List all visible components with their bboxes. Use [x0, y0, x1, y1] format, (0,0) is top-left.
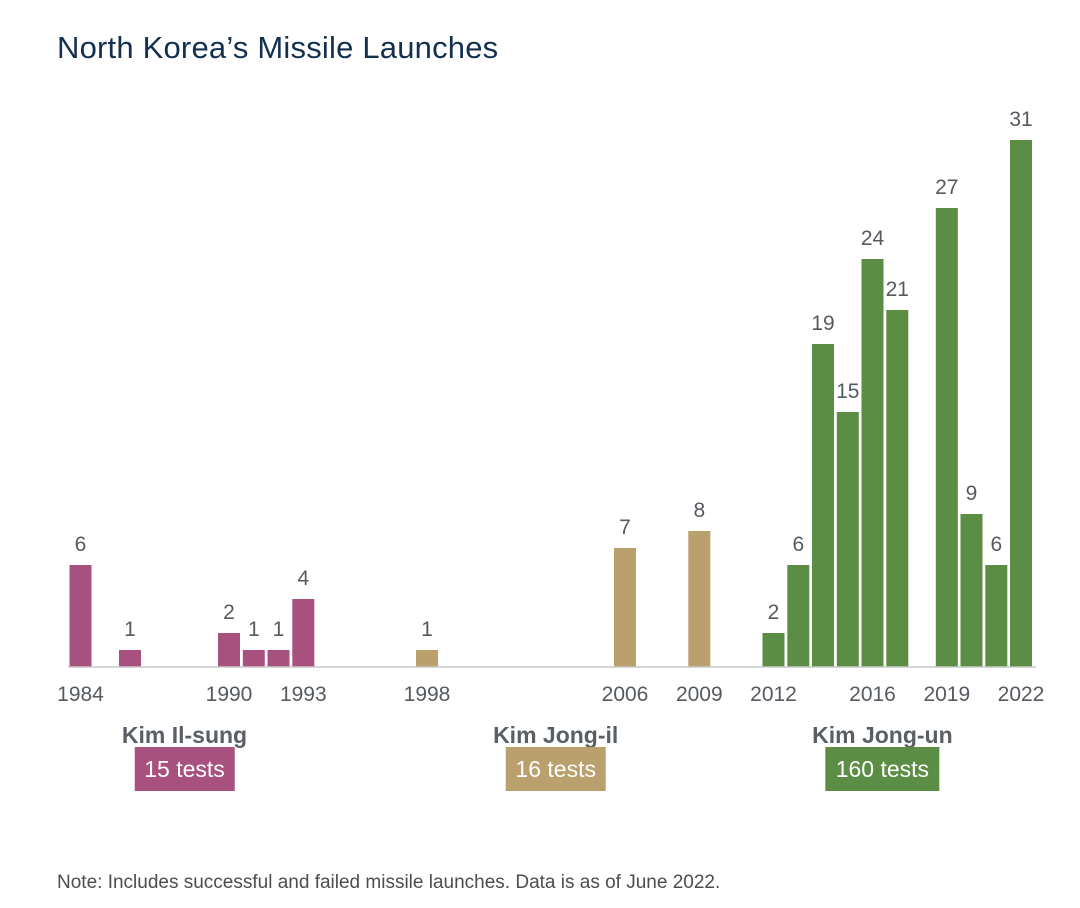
tests-badge-kim-jong-il: 16 tests [505, 747, 606, 791]
tick-label-1993: 1993 [280, 683, 327, 706]
bar-1993 [292, 599, 315, 667]
value-label-2014: 19 [811, 312, 834, 335]
tick-label-2009: 2009 [676, 683, 723, 706]
value-label-1986: 1 [124, 618, 136, 641]
tick-label-1990: 1990 [206, 683, 253, 706]
value-label-2020: 9 [966, 482, 978, 505]
bar-1992 [267, 650, 290, 667]
tests-badge-kim-jong-un: 160 tests [825, 747, 940, 791]
chart-title: North Korea’s Missile Launches [57, 30, 499, 65]
value-label-2017: 21 [886, 278, 909, 301]
value-label-1993: 4 [297, 567, 309, 590]
value-label-1991: 1 [248, 618, 260, 641]
tick-label-1998: 1998 [404, 683, 451, 706]
bar-2014 [812, 344, 834, 667]
leader-name-kim-il-sung: Kim Il-sung [121, 722, 248, 748]
value-label-2013: 6 [792, 533, 804, 556]
value-label-2012: 2 [768, 601, 780, 624]
bars-layer [69, 140, 1032, 667]
value-label-1998: 1 [421, 618, 433, 641]
value-label-2021: 6 [990, 533, 1002, 556]
tests-badge-kim-il-sung: 15 tests [134, 747, 235, 791]
value-label-1990: 2 [223, 601, 235, 624]
bar-2021 [985, 565, 1008, 667]
leader-name-kim-jong-il: Kim Jong-il [493, 722, 619, 748]
value-label-2006: 7 [619, 516, 631, 539]
tick-label-2006: 2006 [602, 683, 649, 706]
bar-2020 [960, 514, 983, 667]
value-label-2019: 27 [935, 176, 958, 199]
value-label-2022: 31 [1009, 108, 1032, 131]
chart-note: Note: Includes successful and failed mis… [57, 872, 721, 893]
value-label-2016: 24 [861, 227, 885, 250]
leader-name-kim-jong-un: Kim Jong-un [812, 722, 953, 748]
tick-label-1984: 1984 [57, 683, 104, 706]
value-label-1984: 6 [75, 533, 87, 556]
bar-2006 [614, 548, 636, 667]
tick-labels-layer: 1984 1990 1993 1998 2006 2009 2012 2016 2019 2022 [57, 683, 1044, 706]
bar-2016 [861, 259, 884, 667]
value-label-2015: 15 [836, 380, 859, 403]
value-label-2009: 8 [693, 499, 705, 522]
bar-1991 [242, 650, 265, 667]
tick-label-2016: 2016 [849, 683, 896, 706]
value-label-1992: 1 [273, 618, 285, 641]
bar-2017 [886, 310, 909, 667]
bar-2022 [1010, 140, 1032, 667]
bar-2015 [836, 412, 859, 667]
bar-2009 [688, 531, 711, 667]
bar-2013 [787, 565, 810, 667]
tick-label-2012: 2012 [750, 683, 797, 706]
bar-1986 [119, 650, 141, 667]
bar-1990 [218, 633, 240, 667]
tick-label-2022: 2022 [998, 683, 1045, 706]
tick-label-2019: 2019 [923, 683, 970, 706]
bar-2012 [762, 633, 785, 667]
bar-1984 [69, 565, 92, 667]
bar-2019 [935, 208, 958, 667]
bar-1998 [416, 650, 438, 667]
